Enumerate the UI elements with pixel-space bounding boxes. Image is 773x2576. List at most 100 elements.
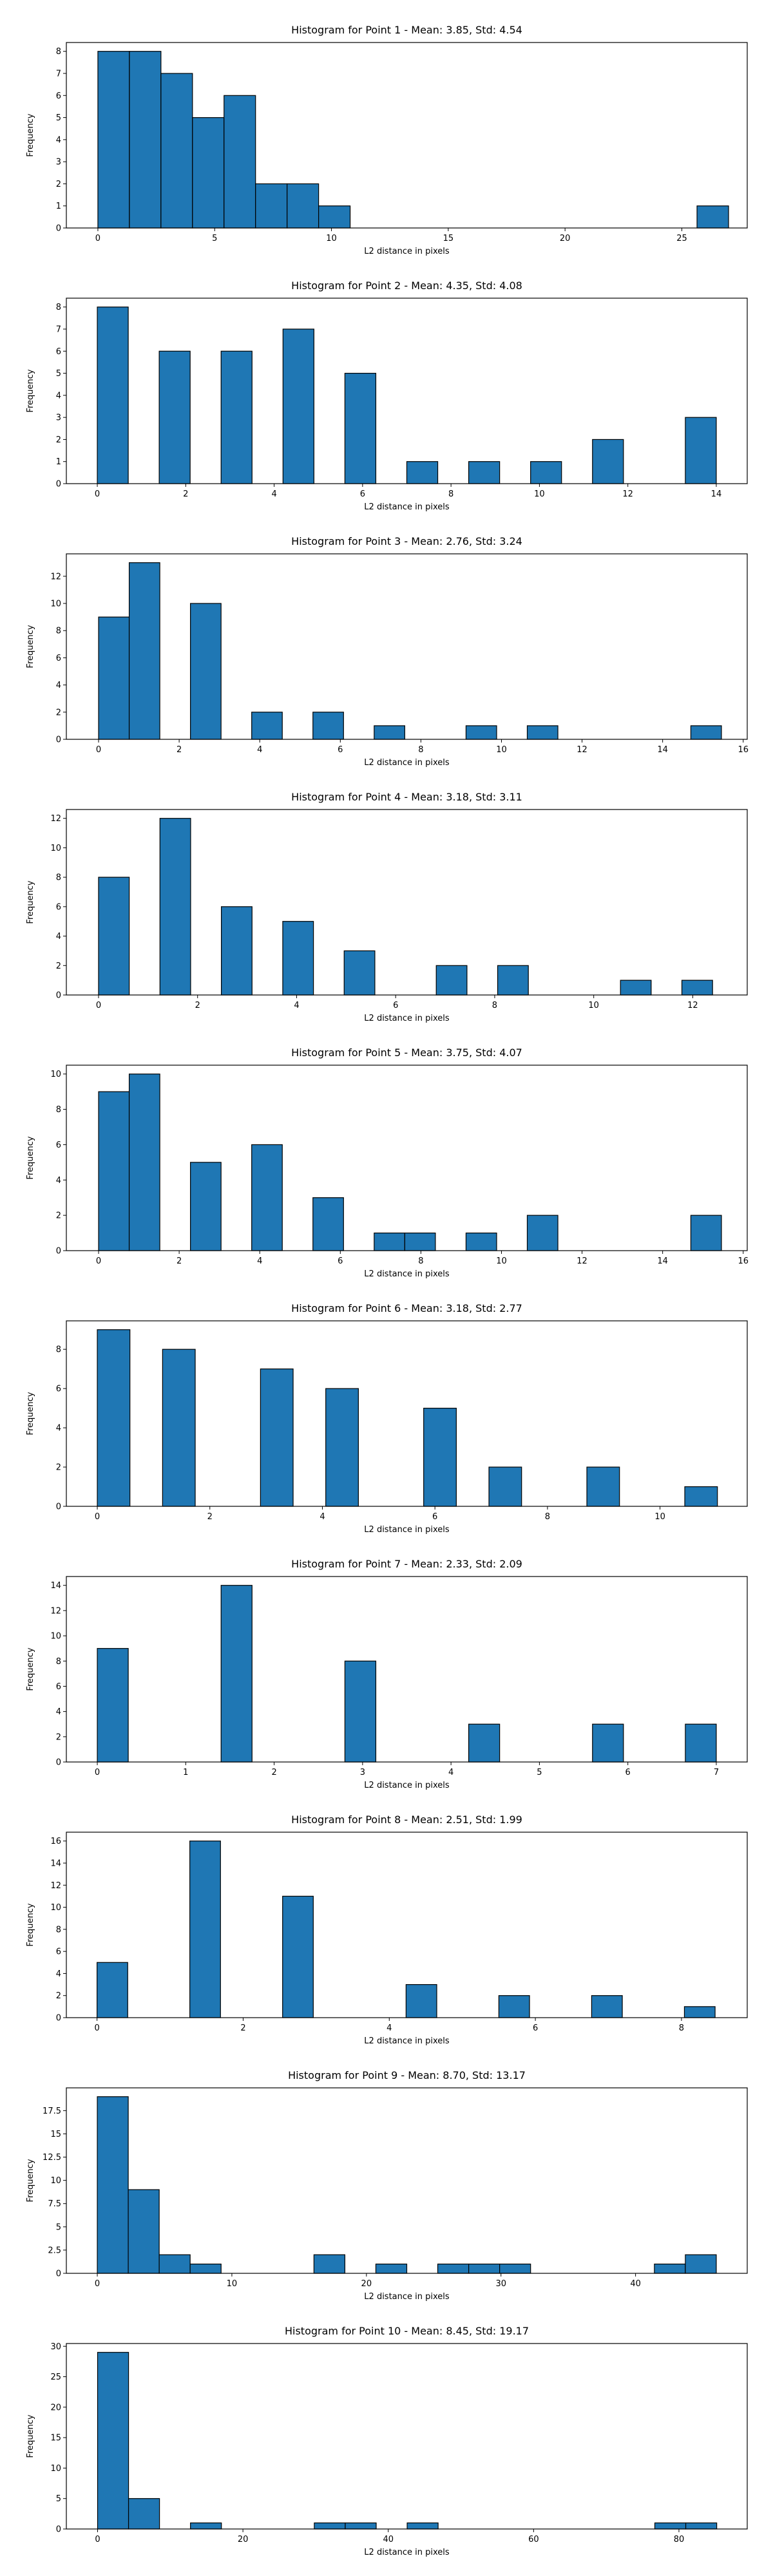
x-tick-label: 4 xyxy=(386,2023,392,2033)
chart-title: Histogram for Point 5 - Mean: 3.75, Std:… xyxy=(291,1046,522,1059)
y-tick-label: 14 xyxy=(50,1581,61,1591)
x-tick-label: 0 xyxy=(95,1768,100,1777)
y-tick-label: 2 xyxy=(56,1732,61,1742)
histogram-bar-4 xyxy=(468,1723,501,1763)
histogram-bar-5 xyxy=(345,2522,377,2530)
y-tick-label: 0 xyxy=(56,2014,61,2023)
histogram-bar-10 xyxy=(685,417,717,484)
chart-panel-9: Histogram for Point 9 - Mean: 8.70, Std:… xyxy=(26,2069,748,2302)
y-tick-label: 2 xyxy=(56,1463,61,1473)
histogram-bar-6 xyxy=(255,183,288,229)
axes-frame xyxy=(66,1065,748,1251)
histogram-bar-6 xyxy=(591,1995,623,2018)
y-tick-label: 6 xyxy=(56,1385,61,1394)
histogram-bar-9 xyxy=(592,439,624,484)
chart-title: Histogram for Point 7 - Mean: 2.33, Std:… xyxy=(291,1558,522,1570)
axes-frame xyxy=(66,809,748,996)
x-tick-label: 5 xyxy=(537,1768,542,1777)
chart-title: Histogram for Point 3 - Mean: 2.76, Std:… xyxy=(291,535,522,547)
x-tick-label: 10 xyxy=(227,2279,238,2289)
histogram-bar-4 xyxy=(251,1144,283,1251)
histogram-bar-1 xyxy=(97,2096,129,2274)
y-tick-label: 0 xyxy=(56,1758,61,1768)
chart-panel-1: Histogram for Point 1 - Mean: 3.85, Std:… xyxy=(26,24,748,256)
y-tick-label: 7.5 xyxy=(48,2199,61,2209)
y-axis-label: Frequency xyxy=(26,2159,35,2202)
x-axis-label: L2 distance in pixels xyxy=(364,502,450,512)
axes-frame xyxy=(66,2343,748,2530)
histogram-bar-4 xyxy=(325,1388,359,1507)
x-tick-label: 2 xyxy=(177,1256,182,1266)
histogram-bar-7 xyxy=(468,461,501,484)
histogram-bar-8 xyxy=(526,725,558,740)
x-tick-label: 10 xyxy=(496,1256,507,1266)
chart-panel-10: Histogram for Point 10 - Mean: 8.45, Std… xyxy=(26,2325,748,2557)
histogram-bar-2 xyxy=(128,2189,160,2274)
x-tick-label: 20 xyxy=(238,2535,249,2544)
histogram-bar-4 xyxy=(282,328,314,484)
y-tick-label: 0 xyxy=(56,991,61,1001)
x-tick-label: 60 xyxy=(528,2535,539,2544)
y-tick-label: 5 xyxy=(56,2222,61,2232)
y-tick-label: 10 xyxy=(50,2464,61,2474)
histogram-bar-1 xyxy=(98,876,130,996)
x-tick-label: 6 xyxy=(338,745,343,755)
chart-panel-8: Histogram for Point 8 - Mean: 2.51, Std:… xyxy=(26,1814,748,2046)
histogram-bar-6 xyxy=(406,2522,439,2530)
histogram-bar-6 xyxy=(685,1723,717,1763)
x-tick-label: 14 xyxy=(657,745,668,755)
x-tick-label: 8 xyxy=(679,2023,684,2033)
y-tick-label: 1 xyxy=(56,202,61,211)
histogram-bar-7 xyxy=(465,725,497,740)
x-tick-label: 2 xyxy=(195,1001,200,1010)
y-tick-label: 6 xyxy=(56,347,61,357)
histogram-bar-4 xyxy=(282,921,314,996)
y-tick-label: 8 xyxy=(56,47,61,57)
histogram-bar-9 xyxy=(696,205,729,229)
y-tick-label: 2 xyxy=(56,1991,61,2001)
histogram-bar-3 xyxy=(260,1368,294,1507)
x-tick-label: 20 xyxy=(361,2279,372,2289)
y-tick-label: 0 xyxy=(56,1502,61,1512)
y-tick-label: 4 xyxy=(56,135,61,145)
x-tick-label: 0 xyxy=(95,1512,100,1522)
histogram-bar-1 xyxy=(97,51,130,229)
y-tick-label: 4 xyxy=(56,1176,61,1186)
x-tick-label: 2 xyxy=(183,489,188,499)
y-tick-label: 6 xyxy=(56,1682,61,1692)
histogram-bar-9 xyxy=(690,725,722,740)
y-tick-label: 12 xyxy=(50,1881,61,1891)
y-tick-label: 10 xyxy=(50,1632,61,1642)
y-tick-label: 4 xyxy=(56,1707,61,1717)
x-tick-label: 12 xyxy=(577,745,587,755)
chart-panel-4: Histogram for Point 4 - Mean: 3.18, Std:… xyxy=(26,791,748,1023)
histogram-bar-5 xyxy=(313,2254,346,2274)
y-tick-label: 2 xyxy=(56,708,61,717)
axes-frame xyxy=(66,1832,748,2018)
histogram-bar-6 xyxy=(375,2263,408,2274)
histogram-bar-8 xyxy=(530,461,562,484)
x-axis-label: L2 distance in pixels xyxy=(364,1525,450,1535)
histogram-bar-1 xyxy=(97,307,129,484)
chart-panel-5: Histogram for Point 5 - Mean: 3.75, Std:… xyxy=(26,1046,749,1279)
x-tick-label: 0 xyxy=(96,1001,101,1010)
histogram-bar-4 xyxy=(314,2522,346,2530)
y-axis-label: Frequency xyxy=(26,369,35,412)
y-tick-label: 2 xyxy=(56,961,61,971)
histogram-bar-3 xyxy=(344,1660,377,1763)
x-tick-label: 8 xyxy=(448,489,453,499)
y-tick-label: 4 xyxy=(56,391,61,401)
histogram-bar-8 xyxy=(620,980,652,996)
x-tick-label: 1 xyxy=(183,1768,188,1777)
histogram-bar-5 xyxy=(498,1995,530,2018)
x-tick-label: 4 xyxy=(257,745,262,755)
histogram-bar-2 xyxy=(189,1841,221,2018)
axes-frame xyxy=(66,2087,748,2274)
y-tick-label: 0 xyxy=(56,735,61,745)
y-tick-label: 3 xyxy=(56,158,61,167)
x-axis-label: L2 distance in pixels xyxy=(364,758,450,768)
x-tick-label: 12 xyxy=(687,1001,698,1010)
x-tick-label: 0 xyxy=(96,1256,101,1266)
y-tick-label: 6 xyxy=(56,654,61,663)
y-tick-label: 0 xyxy=(56,480,61,489)
